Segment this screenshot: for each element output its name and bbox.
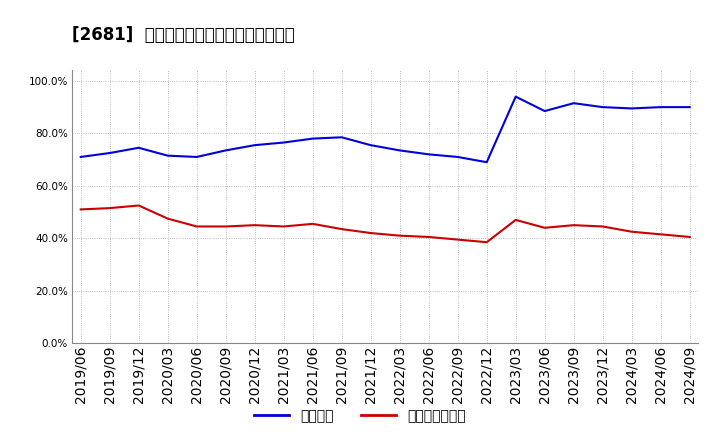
- Text: [2681]  固定比率、固定長期適合率の推移: [2681] 固定比率、固定長期適合率の推移: [72, 26, 294, 44]
- Legend: 固定比率, 固定長期適合率: 固定比率, 固定長期適合率: [248, 403, 472, 429]
